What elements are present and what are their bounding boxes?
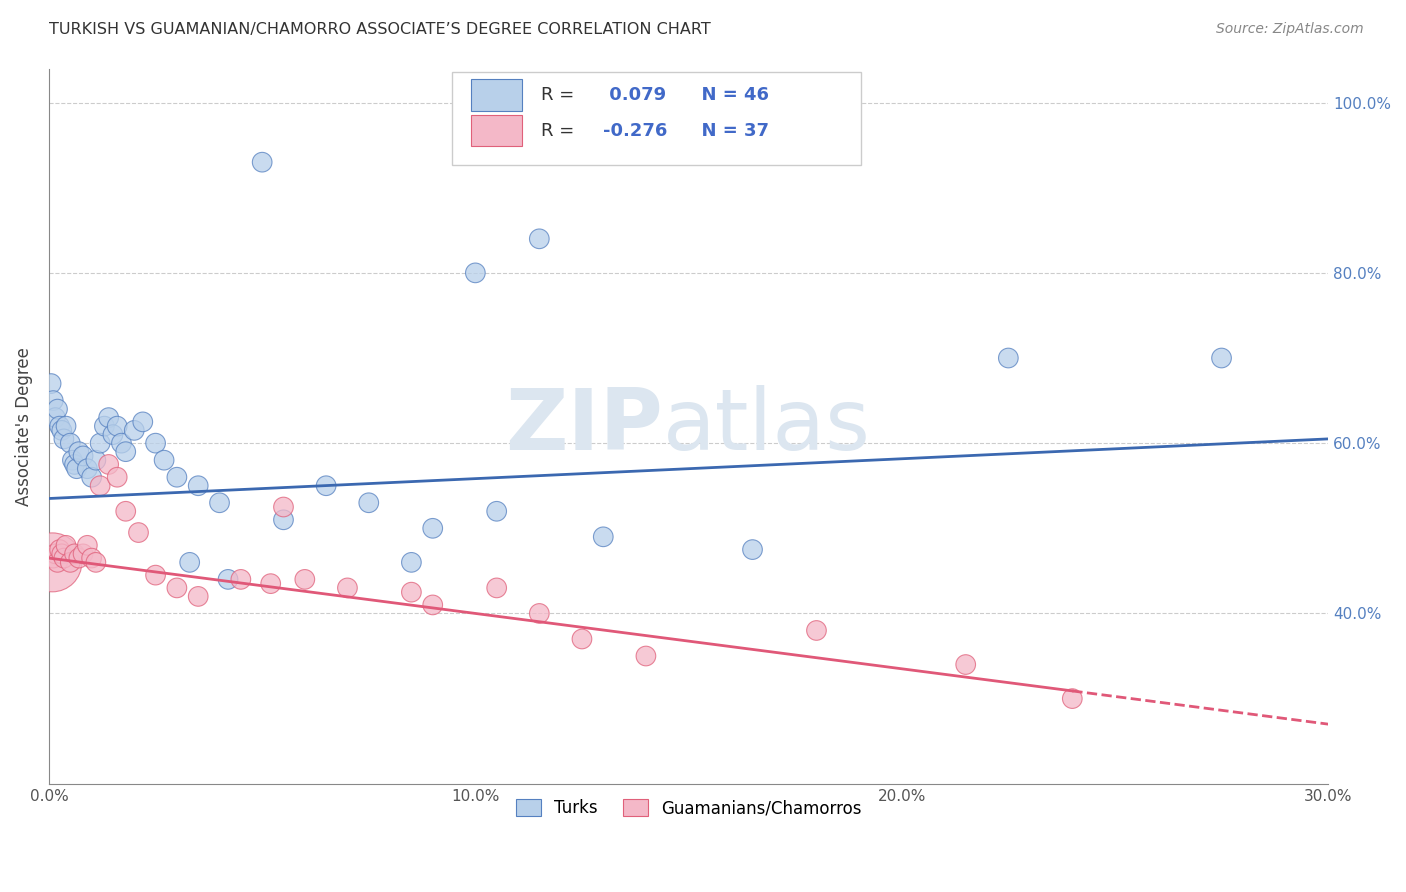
Text: Source: ZipAtlas.com: Source: ZipAtlas.com (1216, 22, 1364, 37)
Point (273, 513, 295, 527)
Point (634, 648, 657, 663)
Point (62, 453, 84, 467)
Point (55, 419, 77, 434)
Point (997, 351, 1019, 365)
Point (66, 461, 89, 475)
Point (80, 470, 103, 484)
Point (336, 581, 359, 595)
Point (179, 555, 201, 569)
Text: N = 37: N = 37 (689, 121, 769, 140)
Point (229, 573, 252, 587)
Point (401, 555, 423, 569)
Point (72, 547, 94, 561)
Point (114, 504, 136, 518)
Point (52, 551, 75, 566)
Point (110, 436, 132, 450)
Point (592, 530, 614, 544)
Point (114, 444, 136, 458)
Point (72, 449, 94, 463)
Point (955, 657, 977, 672)
Point (48, 542, 70, 557)
Point (132, 415, 155, 429)
Point (93, 419, 115, 434)
Point (97, 458, 120, 472)
Point (63, 547, 86, 561)
Point (52, 432, 75, 446)
Point (89, 479, 111, 493)
Point (105, 419, 128, 434)
Point (55, 538, 77, 552)
Point (464, 266, 486, 280)
Point (485, 581, 508, 595)
Y-axis label: Associate's Degree: Associate's Degree (15, 347, 32, 506)
Point (84, 555, 107, 569)
Point (145, 436, 167, 450)
Text: atlas: atlas (664, 384, 870, 467)
Point (166, 581, 188, 595)
Point (166, 470, 188, 484)
Point (122, 423, 145, 437)
Point (80, 551, 103, 566)
Point (44, 547, 66, 561)
Point (529, 232, 551, 246)
Point (89, 436, 111, 450)
Point (422, 521, 444, 535)
Text: -0.276: -0.276 (603, 121, 668, 140)
Point (1211, 351, 1233, 365)
Text: ZIP: ZIP (505, 384, 664, 467)
Point (39, 376, 62, 391)
Point (315, 479, 337, 493)
FancyBboxPatch shape (471, 115, 522, 146)
Point (529, 607, 551, 621)
Point (401, 585, 423, 599)
Point (806, 624, 828, 638)
Legend: Turks, Guamanians/Chamorros: Turks, Guamanians/Chamorros (508, 790, 870, 825)
Point (187, 479, 209, 493)
Point (67, 551, 90, 566)
Point (76, 461, 98, 475)
Point (260, 576, 283, 591)
Text: N = 46: N = 46 (689, 86, 769, 104)
Point (97, 410, 120, 425)
Point (187, 590, 209, 604)
Point (46, 402, 69, 417)
Point (42, 551, 65, 566)
Point (76, 538, 98, 552)
Text: R =: R = (541, 121, 581, 140)
Point (59, 436, 82, 450)
Point (294, 573, 316, 587)
Point (217, 573, 239, 587)
Point (51, 547, 73, 561)
Point (67, 444, 90, 458)
Point (42, 393, 65, 408)
Point (101, 427, 124, 442)
Point (145, 568, 167, 582)
Point (273, 500, 295, 514)
Point (63, 458, 86, 472)
Point (153, 453, 176, 467)
Point (46, 555, 69, 569)
Point (422, 598, 444, 612)
Point (105, 470, 128, 484)
Text: TURKISH VS GUAMANIAN/CHAMORRO ASSOCIATE’S DEGREE CORRELATION CHART: TURKISH VS GUAMANIAN/CHAMORRO ASSOCIATE’… (49, 22, 711, 37)
Point (208, 496, 231, 510)
Point (128, 525, 150, 540)
Text: 0.079: 0.079 (603, 86, 666, 104)
Point (357, 496, 380, 510)
FancyBboxPatch shape (451, 72, 862, 165)
Point (48, 419, 70, 434)
Text: R =: R = (541, 86, 581, 104)
Point (571, 632, 593, 646)
Point (1062, 691, 1084, 706)
Point (41, 555, 63, 569)
Point (84, 453, 107, 467)
Point (59, 555, 82, 569)
Point (51, 423, 73, 437)
Point (250, 155, 273, 169)
FancyBboxPatch shape (471, 79, 522, 111)
Point (485, 504, 508, 518)
Point (44, 410, 66, 425)
Point (741, 542, 763, 557)
